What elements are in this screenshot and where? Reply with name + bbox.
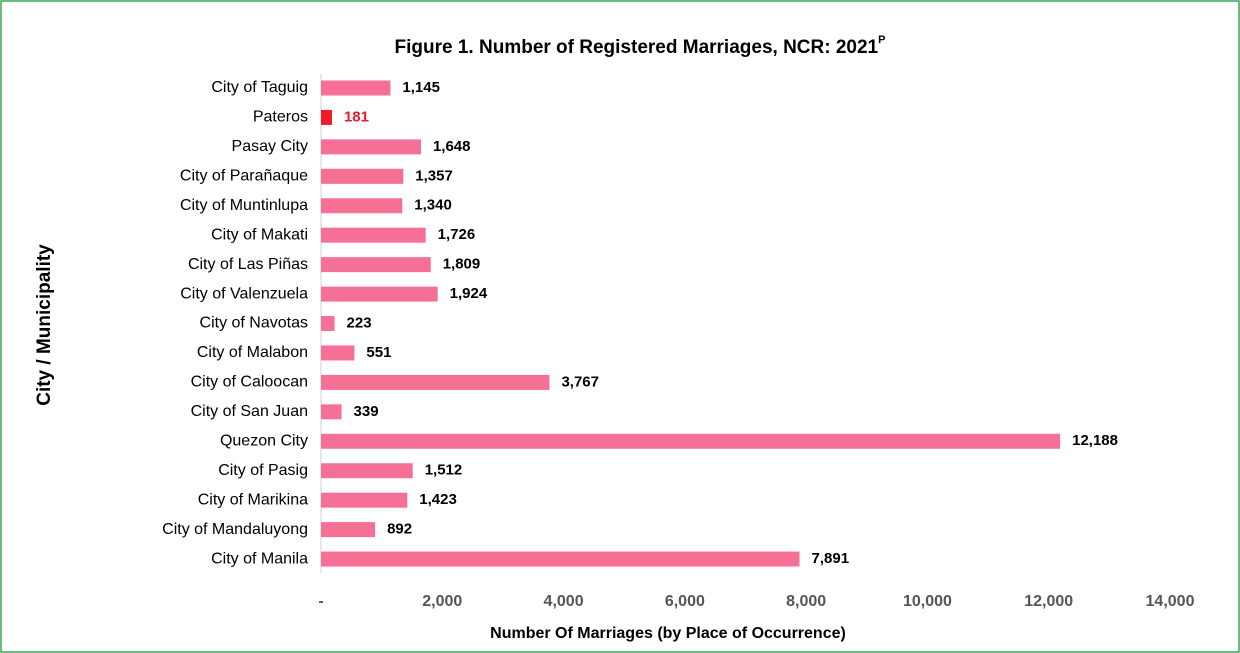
value-label: 1,648 (433, 138, 471, 155)
y-tick-label: City of Caloocan (191, 374, 308, 391)
bar (321, 227, 426, 243)
x-tick-label: 14,000 (1146, 593, 1195, 610)
y-tick-label: City of Las Piñas (188, 256, 308, 273)
value-label: 3,767 (561, 373, 599, 390)
bar (321, 404, 342, 420)
value-label: 1,423 (419, 491, 457, 508)
bar (321, 109, 332, 125)
y-tick-label: City of Manila (211, 550, 308, 567)
value-label: 181 (344, 108, 369, 125)
value-label: 1,809 (443, 256, 481, 273)
chart-title: Figure 1. Number of Registered Marriages… (395, 34, 886, 58)
y-tick-label: City of Pasig (218, 462, 308, 479)
bar (321, 139, 421, 155)
value-label: 1,340 (414, 197, 452, 214)
x-tick-label: 10,000 (903, 593, 952, 610)
value-label: 1,512 (425, 462, 463, 479)
bar (321, 522, 376, 538)
value-label: 892 (387, 521, 412, 538)
bar (321, 433, 1061, 449)
y-tick-label: City of Taguig (211, 79, 308, 96)
x-tick-label: 6,000 (665, 593, 705, 610)
y-tick-label: Pateros (253, 109, 308, 126)
bar (321, 257, 431, 273)
value-label: 1,145 (402, 79, 440, 96)
value-label: 551 (366, 344, 391, 361)
y-tick-label: City of Parañaque (180, 168, 308, 185)
bar (321, 286, 438, 302)
title-superscript: P (878, 34, 885, 46)
bar (321, 492, 408, 508)
y-tick-label: City of San Juan (191, 403, 308, 420)
y-tick-label: City of Malabon (197, 344, 308, 361)
y-tick-label: Quezon City (220, 432, 308, 449)
y-tick-label: City of Mandaluyong (162, 521, 308, 538)
bar (321, 374, 550, 390)
value-label: 339 (354, 403, 379, 420)
y-tick-label: City of Makati (211, 226, 308, 243)
bar (321, 198, 403, 214)
value-label: 1,357 (415, 167, 453, 184)
x-tick-label: - (318, 593, 323, 610)
value-label: 1,924 (450, 285, 488, 302)
value-label: 7,891 (812, 550, 850, 567)
value-label: 12,188 (1072, 432, 1118, 449)
x-tick-label: 4,000 (544, 593, 584, 610)
bar (321, 316, 335, 332)
bar (321, 80, 391, 96)
y-tick-label: City of Valenzuela (180, 285, 308, 302)
bar (321, 551, 800, 567)
title-text: Figure 1. Number of Registered Marriages… (395, 37, 879, 58)
y-tick-label: City of Marikina (198, 491, 308, 508)
x-tick-label: 2,000 (422, 593, 462, 610)
bar (321, 345, 355, 361)
bar (321, 463, 413, 479)
y-tick-label: City of Navotas (200, 315, 308, 332)
x-tick-label: 8,000 (786, 593, 826, 610)
y-tick-label: Pasay City (232, 138, 308, 155)
value-label: 1,726 (438, 226, 476, 243)
x-tick-label: 12,000 (1024, 593, 1073, 610)
bar (321, 168, 404, 184)
y-axis-title: City / Municipality (34, 244, 55, 406)
value-label: 223 (347, 314, 372, 331)
x-axis-title: Number Of Marriages (by Place of Occurre… (490, 625, 846, 642)
y-tick-label: City of Muntinlupa (180, 197, 308, 214)
